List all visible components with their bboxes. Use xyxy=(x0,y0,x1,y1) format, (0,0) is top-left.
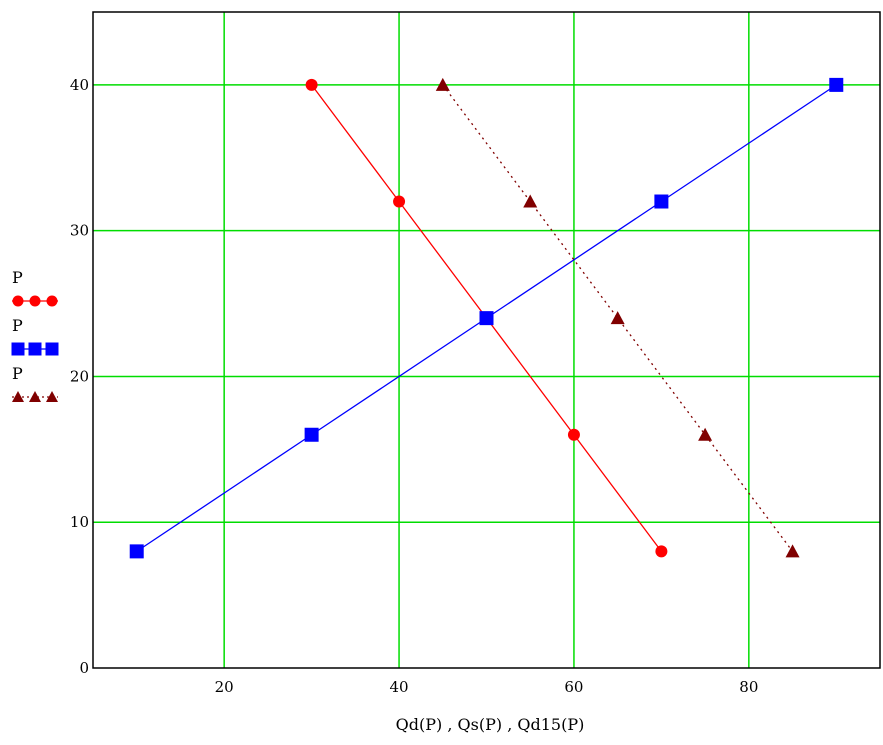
data-point-triangle xyxy=(523,194,538,208)
data-point-square xyxy=(129,544,144,559)
legend: P P P xyxy=(11,268,59,402)
y-tick-label: 40 xyxy=(70,76,89,94)
legend-marker-triangle xyxy=(29,391,41,402)
series-layer xyxy=(129,77,844,559)
data-point-circle xyxy=(655,545,668,558)
data-point-square xyxy=(829,77,844,92)
data-point-triangle xyxy=(785,544,800,558)
legend-label: P xyxy=(12,364,23,383)
data-point-square xyxy=(304,427,319,442)
data-point-square xyxy=(479,311,494,326)
y-tick-label: 10 xyxy=(70,513,89,531)
plot-frame xyxy=(92,11,881,669)
data-point-circle xyxy=(393,195,406,208)
tick-labels: 20 40 60 80 0 10 20 30 40 xyxy=(70,76,758,696)
data-point-triangle xyxy=(698,427,713,441)
y-tick-label: 30 xyxy=(70,222,89,240)
data-point-triangle xyxy=(435,77,450,91)
series-line xyxy=(442,84,794,552)
x-tick-label: 20 xyxy=(215,678,234,696)
legend-label: P xyxy=(12,316,23,335)
data-point-triangle xyxy=(610,311,625,325)
x-tick-label: 40 xyxy=(390,678,409,696)
series-triangle xyxy=(435,77,800,558)
series-square xyxy=(129,77,844,559)
grid xyxy=(93,12,880,668)
y-tick-label: 20 xyxy=(70,367,89,385)
legend-label: P xyxy=(12,268,23,287)
y-tick-label: 0 xyxy=(79,659,89,677)
x-tick-label: 60 xyxy=(564,678,583,696)
data-point-circle xyxy=(305,78,318,91)
data-point-square xyxy=(654,194,669,209)
x-tick-label: 80 xyxy=(739,678,758,696)
x-axis-label: Qd(P) , Qs(P) , Qd15(P) xyxy=(396,715,585,734)
data-point-circle xyxy=(567,428,580,441)
